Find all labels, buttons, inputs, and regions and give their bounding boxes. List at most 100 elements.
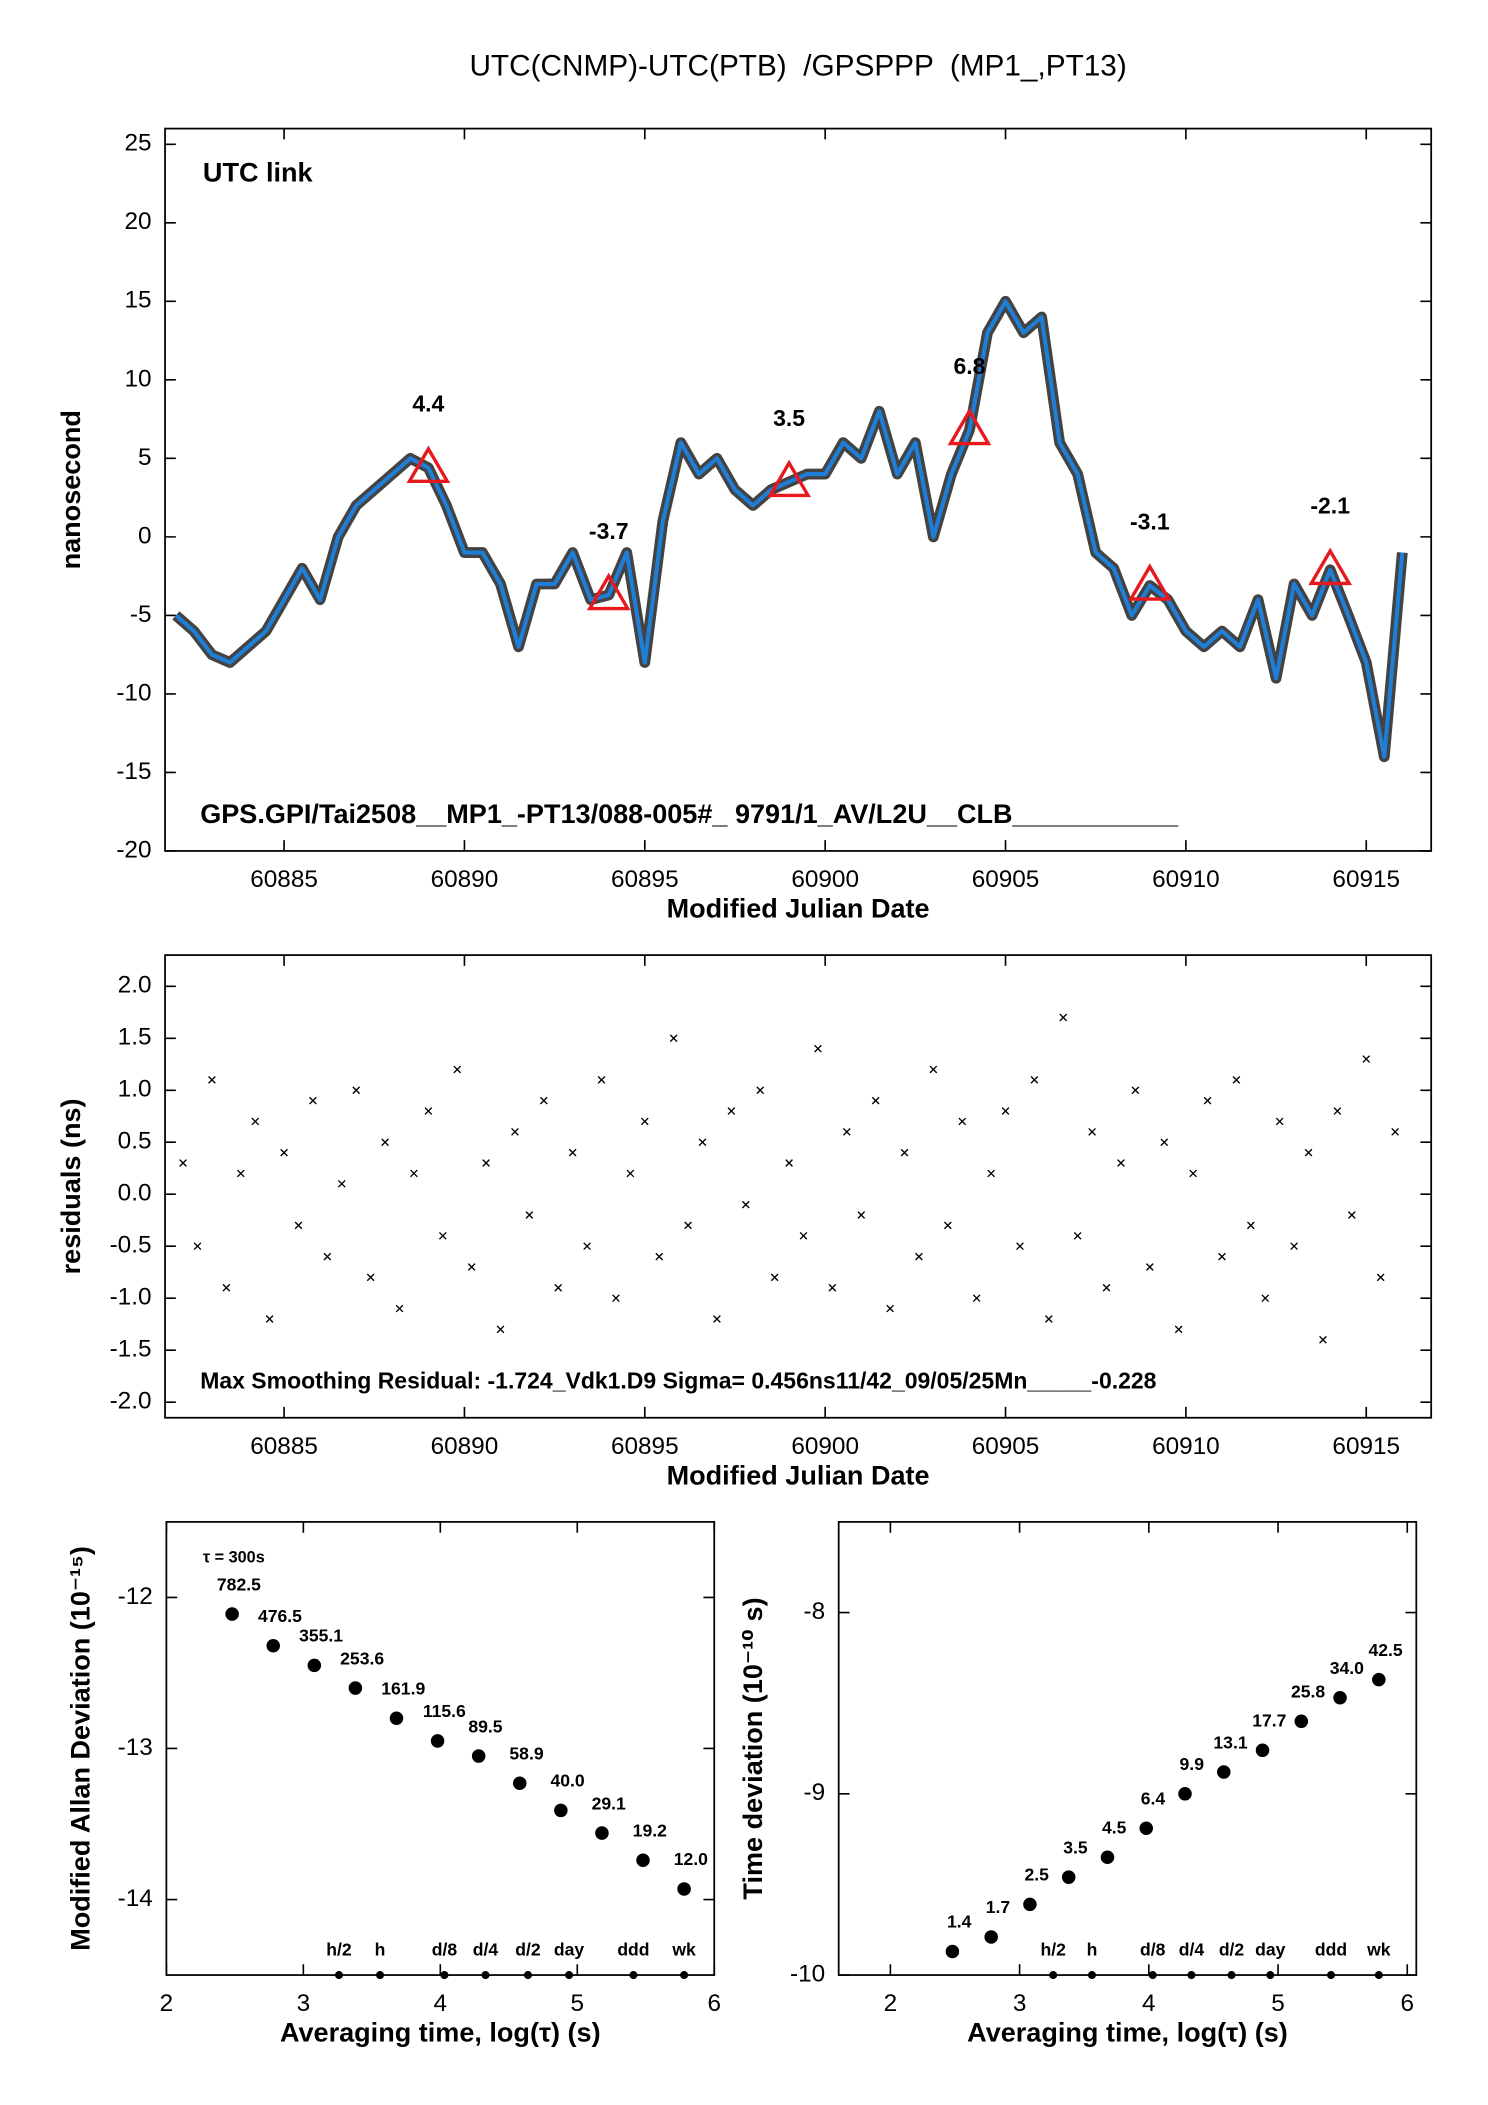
point-label: 1.4 bbox=[947, 1912, 972, 1932]
deviation-point bbox=[225, 1607, 239, 1621]
residual-point bbox=[1376, 1273, 1385, 1282]
marker-label: 3.5 bbox=[773, 405, 805, 431]
y-tick-label: 0.5 bbox=[118, 1128, 152, 1155]
residual-point bbox=[438, 1231, 447, 1240]
residual-point bbox=[626, 1169, 635, 1178]
interval-label: h bbox=[1087, 1939, 1098, 1959]
x-axis-label: Averaging time, log(τ) (s) bbox=[280, 2018, 601, 2048]
residual-point bbox=[987, 1169, 995, 1178]
marker-label: 4.4 bbox=[412, 391, 444, 417]
deviation-point bbox=[1217, 1765, 1231, 1779]
residual-note: Max Smoothing Residual: -1.724_Vdk1.D9 S… bbox=[200, 1368, 1156, 1394]
deviation-point bbox=[307, 1658, 322, 1673]
x-tick-label: 60890 bbox=[431, 1433, 499, 1460]
deviation-point bbox=[945, 1944, 960, 1959]
deviation-point bbox=[1023, 1897, 1037, 1912]
interval-label: d/8 bbox=[1140, 1939, 1166, 1959]
point-label: 3.5 bbox=[1063, 1837, 1088, 1857]
residual-point bbox=[943, 1221, 952, 1230]
interval-label: h bbox=[375, 1939, 386, 1959]
residual-point bbox=[424, 1107, 433, 1115]
y-tick-label: -2.0 bbox=[110, 1388, 152, 1415]
interval-marker bbox=[1227, 1971, 1236, 1980]
point-label: 13.1 bbox=[1213, 1732, 1247, 1752]
residual-point bbox=[1275, 1117, 1284, 1126]
residual-point bbox=[799, 1231, 808, 1240]
x-tick-label: 5 bbox=[1271, 1990, 1285, 2017]
x-axis-label: Modified Julian Date bbox=[667, 894, 930, 924]
plot-frame bbox=[164, 954, 1433, 1419]
triangle-marker bbox=[406, 445, 451, 483]
residual-point bbox=[1189, 1169, 1197, 1178]
plot-frame bbox=[164, 127, 1433, 852]
deviation-point bbox=[1139, 1821, 1153, 1835]
residual-point bbox=[727, 1107, 736, 1115]
residual-point bbox=[280, 1148, 288, 1157]
residual-point bbox=[842, 1127, 851, 1136]
point-label: 355.1 bbox=[299, 1626, 343, 1646]
smoothed-line bbox=[174, 299, 1405, 759]
residual-point bbox=[1073, 1231, 1082, 1240]
deviation-point bbox=[984, 1930, 998, 1944]
residual-point bbox=[222, 1283, 231, 1292]
x-tick-label: 60885 bbox=[250, 1433, 318, 1460]
residual-point bbox=[1088, 1127, 1096, 1136]
x-tick-label: 60885 bbox=[250, 866, 318, 893]
residual-point bbox=[1362, 1055, 1371, 1063]
y-tick-label: -0.5 bbox=[110, 1232, 152, 1259]
residual-point bbox=[1304, 1148, 1313, 1157]
point-label: 40.0 bbox=[550, 1771, 584, 1791]
residual-point bbox=[381, 1138, 389, 1147]
residual-point bbox=[236, 1169, 245, 1178]
residual-point bbox=[958, 1117, 967, 1126]
residual-point bbox=[828, 1283, 837, 1292]
y-tick-label: 0.0 bbox=[118, 1180, 152, 1207]
residual-point bbox=[698, 1138, 707, 1147]
residual-point bbox=[568, 1148, 577, 1157]
residual-point bbox=[193, 1242, 202, 1251]
interval-marker bbox=[1326, 1971, 1336, 1980]
x-axis-label: Averaging time, log(τ) (s) bbox=[967, 2018, 1288, 2048]
point-label: 782.5 bbox=[217, 1574, 261, 1594]
y-tick-label: 1.5 bbox=[118, 1024, 152, 1051]
residual-point bbox=[1001, 1107, 1010, 1115]
residual-point bbox=[1203, 1096, 1212, 1105]
residual-point bbox=[410, 1169, 418, 1178]
interval-label: ddd bbox=[1315, 1939, 1347, 1959]
interval-label: d/2 bbox=[1219, 1939, 1245, 1959]
x-tick-label: 60900 bbox=[791, 1433, 859, 1460]
y-axis-label: nanosecond bbox=[56, 410, 86, 569]
residual-point bbox=[179, 1159, 187, 1167]
x-axis-label: Modified Julian Date bbox=[667, 1460, 930, 1490]
interval-marker bbox=[375, 1971, 385, 1980]
interval-label: d/2 bbox=[515, 1939, 541, 1959]
residual-point bbox=[294, 1221, 303, 1230]
interval-marker bbox=[1049, 1971, 1058, 1980]
residual-point bbox=[496, 1325, 505, 1334]
residual-point bbox=[1102, 1283, 1111, 1292]
residual-point bbox=[756, 1086, 765, 1095]
residual-point bbox=[612, 1294, 620, 1303]
footer-note: GPS.GPI/Tai2508__MP1_-PT13/088-005#_ 979… bbox=[200, 799, 1179, 829]
interval-label: wk bbox=[1366, 1939, 1391, 1959]
interval-label: h/2 bbox=[326, 1939, 352, 1959]
residual-point bbox=[929, 1065, 938, 1074]
residual-point bbox=[1059, 1013, 1068, 1022]
y-tick-label: -14 bbox=[118, 1885, 153, 1912]
triangle-marker bbox=[1127, 563, 1172, 601]
deviation-point bbox=[266, 1638, 280, 1653]
point-label: 17.7 bbox=[1252, 1711, 1286, 1731]
interval-label: wk bbox=[671, 1939, 696, 1959]
residual-point bbox=[366, 1273, 375, 1282]
deviation-point bbox=[1061, 1870, 1076, 1884]
marker-label: -3.7 bbox=[589, 518, 629, 544]
interval-marker bbox=[629, 1971, 638, 1980]
x-tick-label: 60910 bbox=[1152, 866, 1220, 893]
x-tick-label: 60915 bbox=[1332, 866, 1400, 893]
x-tick-label: 5 bbox=[571, 1990, 585, 2017]
x-tick-label: 3 bbox=[1013, 1990, 1027, 2017]
deviation-point bbox=[554, 1803, 568, 1818]
deviation-point bbox=[389, 1711, 404, 1726]
y-tick-label: -5 bbox=[130, 601, 152, 628]
interval-marker bbox=[1148, 1971, 1157, 1980]
